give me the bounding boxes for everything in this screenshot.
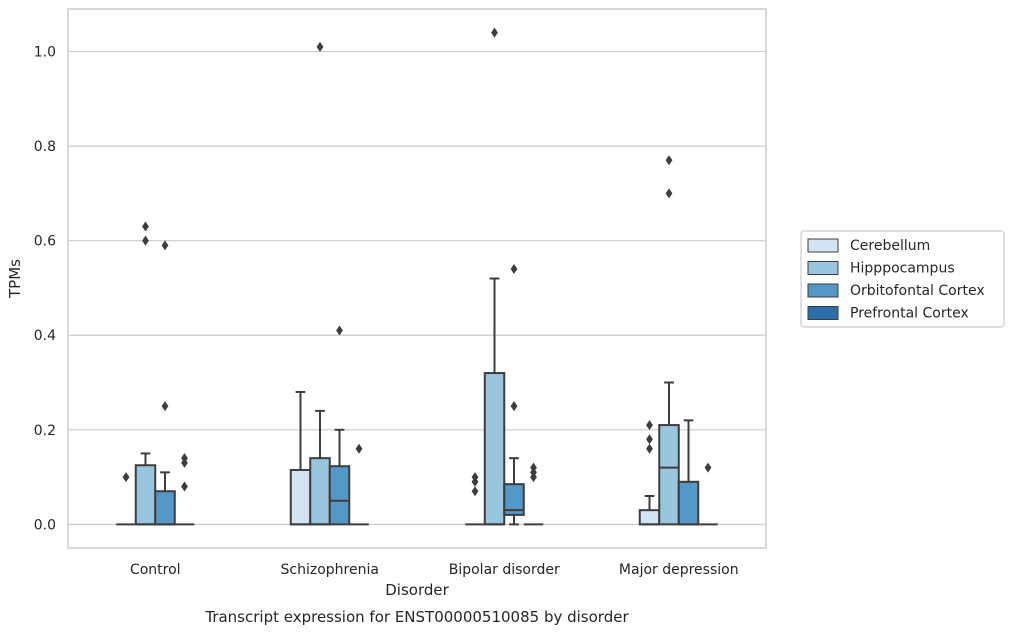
box-orbitofontal-cortex-1: [328, 325, 351, 526]
outlier-point: [316, 41, 324, 52]
box-body: [309, 457, 331, 526]
outlier-point: [646, 420, 653, 431]
outlier-point: [646, 434, 653, 445]
outlier-point: [646, 443, 653, 454]
box-hipppocampus-0: [134, 221, 157, 526]
legend-label: Orbitofontal Cortex: [850, 283, 985, 299]
box-plot-series: [116, 27, 718, 526]
box-body: [289, 468, 312, 526]
x-tick-label: Major depression: [619, 562, 739, 578]
legend: Cerebellum Hipppocampus Orbitofontal Corte…: [800, 230, 1005, 328]
box-body: [134, 464, 157, 526]
outlier-point: [181, 453, 188, 464]
outlier-point: [491, 27, 498, 38]
box-orbitofontal-cortex-0: [154, 240, 176, 526]
chart-caption: Transcript expression for ENST0000051008…: [204, 608, 629, 626]
x-tick-label: Control: [130, 562, 181, 578]
plot-frame: [67, 8, 767, 549]
outlier-point: [510, 264, 518, 275]
y-tick-label: 0.4: [34, 328, 56, 344]
outlier-point: [142, 221, 149, 232]
y-tick-label: 0.2: [34, 423, 56, 439]
outlier-point: [181, 481, 188, 492]
box-body: [677, 480, 700, 526]
outlier-point: [471, 472, 479, 483]
box-orbitofontal-cortex-2: [503, 264, 525, 526]
x-axis-ticks: Control Schizophrenia Bipolar disorder Majo…: [130, 562, 739, 578]
legend-label: Prefrontal Cortex: [850, 306, 969, 322]
box-cerebellum-2: [465, 472, 485, 526]
outlier-point: [336, 325, 343, 336]
y-tick-label: 0.8: [34, 139, 56, 155]
box-prefrontal-cortex-0: [174, 453, 195, 526]
box-prefrontal-cortex-1: [349, 443, 369, 526]
outlier-point: [142, 235, 149, 246]
y-axis-label: TPMs: [6, 259, 24, 299]
outlier-point: [510, 401, 518, 412]
x-tick-label: Bipolar disorder: [449, 562, 560, 578]
box-hipppocampus-1: [309, 41, 331, 526]
legend-swatch: [807, 306, 839, 320]
outlier-point: [355, 443, 363, 454]
y-tick-label: 0.0: [34, 517, 56, 533]
legend-frame: [800, 230, 1005, 328]
box-body: [154, 490, 176, 526]
y-tick-label: 0.6: [34, 234, 56, 250]
y-tick-label: 1.0: [34, 45, 56, 61]
x-tick-label: Schizophrenia: [281, 562, 379, 578]
legend-swatch: [807, 261, 839, 275]
outlier-point: [665, 188, 673, 199]
box-hipppocampus-3: [658, 155, 680, 526]
x-axis-label: Disorder: [385, 581, 449, 599]
box-body: [503, 483, 525, 516]
outlier-point: [704, 462, 712, 473]
box-orbitofontal-cortex-3: [677, 419, 700, 526]
y-axis-ticks: 0.0 0.2 0.4 0.6 0.8 1.0: [34, 45, 56, 534]
box-prefrontal-cortex-2: [523, 462, 544, 526]
box-prefrontal-cortex-3: [698, 462, 718, 526]
box-body: [638, 509, 661, 526]
box-cerebellum-1: [289, 390, 312, 526]
box-cerebellum-0: [116, 472, 136, 526]
box-body: [328, 465, 351, 526]
outlier-point: [471, 486, 479, 497]
outlier-point: [161, 240, 169, 251]
legend-label: Hipppocampus: [850, 261, 955, 277]
outlier-point: [665, 155, 673, 166]
box-body: [483, 372, 506, 526]
box-hipppocampus-2: [483, 27, 506, 526]
outlier-point: [530, 462, 537, 473]
box-body: [658, 424, 680, 526]
legend-label: Cerebellum: [850, 238, 930, 254]
outlier-point: [161, 401, 169, 412]
box-cerebellum-3: [638, 420, 661, 526]
legend-swatch: [807, 238, 839, 253]
outlier-point: [122, 472, 130, 483]
legend-swatch: [807, 283, 839, 298]
